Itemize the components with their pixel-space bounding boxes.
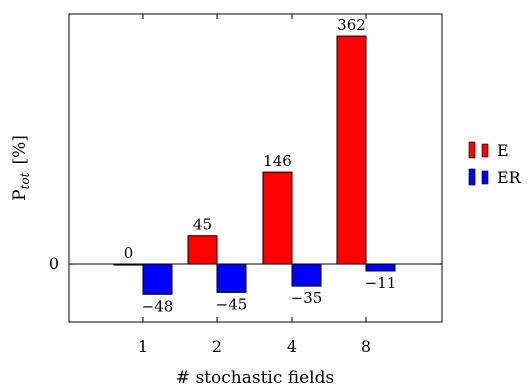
data-label-E-4: 146 (263, 152, 292, 170)
legend-swatch-ER (468, 168, 476, 186)
y-axis-label-main: P (10, 189, 30, 200)
legend-label-E: E (497, 141, 509, 160)
y-axis-label: Ptot [%] (10, 135, 32, 201)
bar-E-8 (336, 35, 367, 265)
data-label-E-2: 45 (193, 216, 212, 234)
x-tick-label-1: 1 (138, 337, 148, 356)
y-axis-label-sub: tot (18, 172, 32, 189)
bars (113, 35, 396, 295)
bar-E-4 (262, 171, 293, 265)
legend-swatch-E (468, 141, 476, 159)
x-tick-label-2: 2 (212, 337, 222, 356)
x-tick-label-8: 8 (361, 337, 371, 356)
bar-ER-8 (365, 263, 396, 272)
bar-ER-4 (291, 263, 322, 287)
y-axis-label-unit: [%] (10, 135, 30, 164)
x-tick-labels: 1 2 4 8 (138, 337, 371, 356)
data-labels: 0 45 146 362 −48 −45 −35 −11 (124, 16, 397, 315)
data-label-ER-2: −45 (216, 295, 248, 313)
data-label-ER-1: −48 (142, 297, 174, 315)
bar-ER-2 (216, 263, 247, 293)
x-tick-label-4: 4 (287, 337, 297, 356)
legend-swatch-small-E (481, 143, 489, 158)
data-label-E-1: 0 (124, 244, 134, 262)
y-tick-label-0: 0 (49, 254, 59, 273)
data-label-E-8: 362 (337, 16, 366, 34)
legend-swatch-small-ER (481, 170, 489, 185)
legend: E ER (468, 141, 522, 187)
bar-E-2 (187, 235, 218, 265)
data-label-ER-8: −11 (365, 274, 397, 292)
legend-label-ER: ER (497, 168, 522, 187)
data-label-ER-4: −35 (291, 289, 323, 307)
y-tick-labels: 0 (49, 254, 59, 273)
plot-frame (68, 13, 443, 323)
x-axis-label: # stochastic fields (176, 368, 334, 388)
bar-ER-1 (142, 263, 173, 295)
